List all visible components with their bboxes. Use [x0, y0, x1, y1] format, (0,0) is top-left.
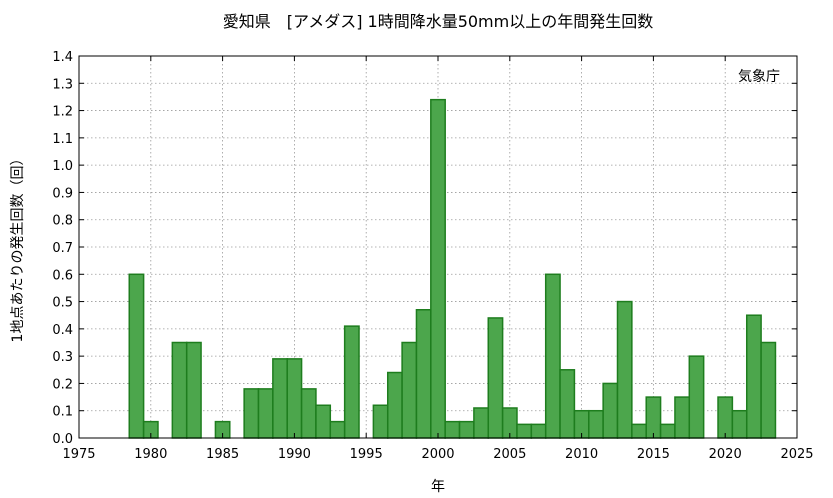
- bar-1983: [185, 341, 202, 439]
- y-tick-label: 0.6: [52, 268, 73, 283]
- bar-2006: [516, 423, 533, 439]
- x-tick-label: 1990: [278, 447, 311, 462]
- y-tick-label: 1.2: [52, 105, 73, 120]
- bar-2016: [659, 423, 676, 439]
- bar-2017: [674, 396, 691, 439]
- y-tick-label: 0.0: [52, 432, 73, 447]
- y-tick-label: 0.3: [52, 350, 73, 365]
- bar-2008: [544, 273, 561, 439]
- chart-title: 愛知県 [アメダス] 1時間降水量50mm以上の年間発生回数: [223, 12, 653, 31]
- y-tick-label: 1.1: [52, 132, 73, 147]
- x-tick-label: 1995: [350, 447, 383, 462]
- x-tick-label: 1980: [134, 447, 167, 462]
- bar-2012: [602, 382, 619, 439]
- bar-1997: [386, 371, 403, 439]
- x-tick-label: 2005: [493, 447, 526, 462]
- bar-1999: [415, 309, 432, 439]
- x-tick-label: 1975: [62, 447, 95, 462]
- y-tick-label: 1.3: [52, 77, 73, 92]
- bar-2021: [731, 409, 748, 439]
- source-label: 気象庁: [738, 69, 780, 85]
- bar-2007: [530, 423, 547, 439]
- x-tick-label: 2020: [709, 447, 742, 462]
- y-tick-label: 0.1: [52, 405, 73, 420]
- ticks-layer: 0.0 0.1 0.2 0.3 0.4 0.5 0.6 0.7 0.8 0.9 1.0 1.1 1.2 1…: [52, 50, 813, 462]
- bar-2015: [645, 396, 662, 439]
- bar-1982: [171, 341, 188, 439]
- bar-2023: [760, 341, 777, 439]
- x-tick-label: 2025: [780, 447, 813, 462]
- bar-1994: [343, 325, 360, 439]
- x-tick-label: 1985: [206, 447, 239, 462]
- bar-2001: [444, 420, 461, 439]
- bar-2003: [473, 407, 490, 439]
- bar-1987: [243, 388, 260, 439]
- bar-1979: [128, 273, 145, 439]
- bar-2000: [430, 98, 446, 439]
- bar-2004: [487, 317, 504, 439]
- y-tick-label: 0.5: [52, 296, 73, 311]
- bar-1996: [372, 404, 389, 439]
- y-axis-label: 1地点あたりの発生回数（回）: [10, 152, 26, 343]
- bar-2013: [616, 300, 633, 439]
- x-axis-label: 年: [431, 479, 445, 495]
- bar-1992: [315, 404, 332, 439]
- x-tick-label: 2010: [565, 447, 598, 462]
- bar-1998: [401, 341, 418, 439]
- y-tick-label: 0.8: [52, 214, 73, 229]
- y-tick-label: 0.7: [52, 241, 73, 256]
- bar-1988: [257, 388, 274, 439]
- bar-2009: [559, 369, 576, 439]
- bar-1990: [286, 358, 303, 439]
- y-tick-label: 0.2: [52, 377, 73, 392]
- bar-1991: [300, 388, 317, 439]
- y-tick-label: 0.9: [52, 186, 73, 201]
- x-tick-label: 2015: [637, 447, 670, 462]
- bar-2018: [688, 355, 705, 439]
- bar-1993: [329, 420, 346, 439]
- y-tick-label: 1.4: [52, 50, 73, 65]
- y-tick-label: 1.0: [52, 159, 73, 174]
- bar-2022: [745, 314, 762, 439]
- bars-layer: [128, 98, 777, 439]
- bar-2014: [631, 423, 647, 439]
- x-tick-label: 2000: [421, 447, 454, 462]
- bar-2020: [717, 396, 734, 439]
- bar-1989: [272, 358, 288, 439]
- y-tick-label: 0.4: [52, 323, 73, 338]
- bar-2011: [588, 409, 604, 439]
- bar-2002: [458, 420, 475, 439]
